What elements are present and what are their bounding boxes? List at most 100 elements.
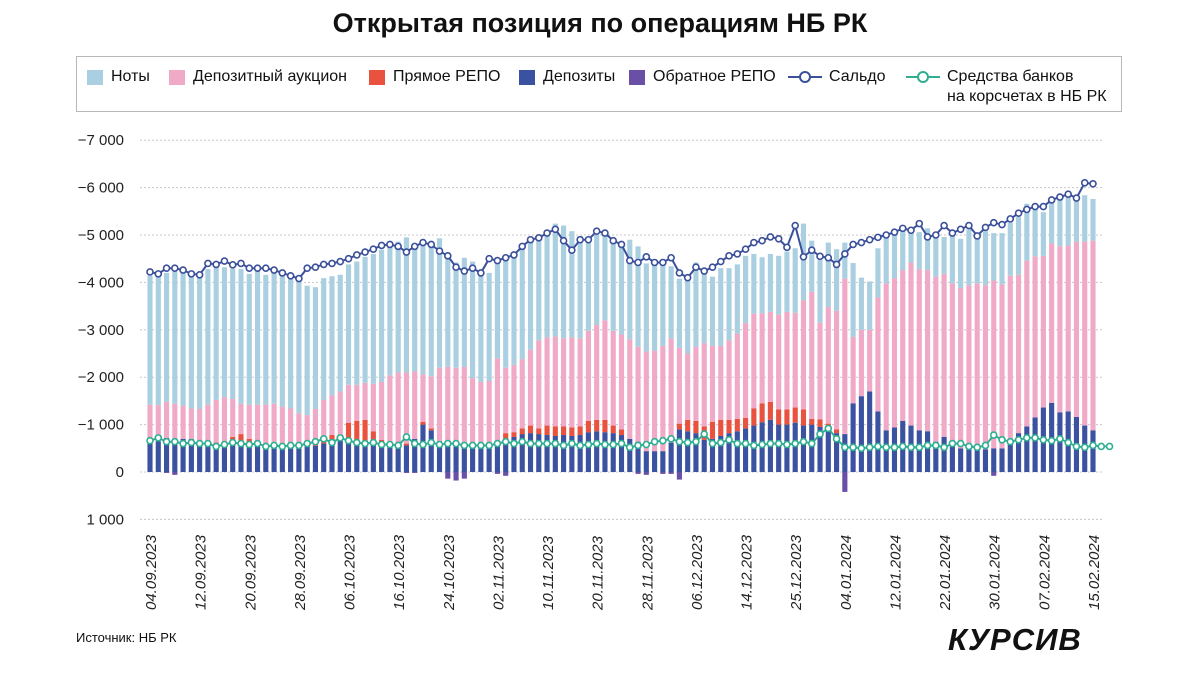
saldo-point — [601, 229, 609, 237]
bar-notes — [585, 241, 591, 331]
saldo-point — [865, 235, 874, 244]
bar-notes — [296, 280, 302, 414]
legend-reverse-repo-label: Обратное РЕПО — [653, 68, 776, 85]
reserves-point — [419, 440, 427, 449]
bar-deposits — [718, 435, 724, 472]
reserves-point — [650, 437, 659, 446]
bar-notes — [345, 264, 352, 385]
reserves-point — [816, 430, 824, 438]
reserves-point — [460, 441, 469, 450]
bar-deposits — [345, 440, 352, 472]
reserves-point — [270, 441, 278, 450]
bar-notes — [676, 278, 682, 348]
reserves-point — [998, 435, 1006, 444]
x-tick-label: 04.01.2024 — [838, 535, 855, 610]
y-tick-label: −1 000 — [78, 417, 124, 434]
bar-notes — [527, 239, 534, 350]
reserves-point — [584, 440, 593, 449]
bar-auction — [569, 337, 575, 428]
bar-notes — [718, 268, 724, 346]
bar-deposits — [1015, 433, 1022, 472]
saldo-point — [692, 263, 700, 272]
bar-repo — [511, 432, 517, 437]
x-tick-label: 28.11.2023 — [639, 535, 656, 611]
bar-auction — [180, 405, 186, 439]
bar-auction — [817, 322, 823, 420]
x-tick-label: 22.01.2024 — [937, 535, 954, 611]
reserves-point — [386, 440, 394, 449]
reserves-point — [1006, 437, 1015, 446]
bar-repo — [709, 421, 716, 439]
bar-auction — [916, 269, 922, 431]
bar-repo — [809, 418, 815, 425]
bar-notes — [470, 261, 476, 379]
bar-auction — [312, 408, 319, 443]
reserves-point — [220, 440, 229, 449]
bar-deposits — [205, 443, 211, 472]
bar-auction — [296, 413, 302, 444]
bar-reverse_repo — [842, 472, 848, 492]
reserves-point — [1064, 438, 1072, 447]
bar-auction — [486, 380, 492, 444]
reserves-point — [435, 440, 444, 449]
bar-notes — [395, 241, 401, 373]
legend-repo-swatch — [369, 70, 385, 85]
saldo-point — [319, 260, 328, 269]
reserves-point — [857, 444, 866, 453]
reserves-point — [195, 439, 204, 448]
saldo-point — [857, 238, 866, 247]
reserves-point — [940, 443, 948, 452]
saldo-point — [336, 257, 345, 266]
bar-auction — [221, 397, 228, 444]
saldo-point — [989, 218, 998, 227]
saldo-point — [377, 241, 386, 250]
bar-repo — [743, 417, 749, 429]
bar-auction — [602, 320, 608, 420]
bar-auction — [991, 280, 997, 449]
bar-auction — [933, 276, 939, 442]
x-tick-label: 12.01.2024 — [887, 535, 904, 610]
saldo-point — [1072, 194, 1081, 202]
bar-deposits — [643, 451, 649, 472]
saldo-point — [526, 235, 535, 244]
bar-auction — [403, 372, 409, 444]
bar-auction — [412, 371, 418, 439]
bar-auction — [875, 297, 881, 412]
bar-notes — [643, 263, 649, 352]
bar-notes — [147, 275, 153, 405]
x-tick-label: 20.09.2023 — [242, 534, 259, 611]
bar-repo — [536, 428, 542, 435]
bar-auction — [767, 311, 773, 402]
saldo-point — [956, 225, 965, 234]
bar-notes — [966, 229, 972, 286]
bar-deposits — [701, 439, 707, 472]
bar-deposits — [933, 441, 939, 472]
saldo-point — [1031, 202, 1039, 211]
bar-reverse_repo — [643, 472, 649, 475]
reserves-point — [319, 435, 328, 443]
saldo-point — [791, 221, 800, 230]
bar-notes — [627, 239, 633, 340]
bar-repo — [354, 420, 360, 443]
saldo-point — [807, 246, 816, 254]
reserves-point — [526, 439, 535, 448]
saldo-point — [932, 231, 940, 239]
bar-auction — [494, 358, 500, 442]
saldo-point — [816, 252, 824, 261]
bar-auction — [743, 323, 749, 418]
bar-auction — [577, 338, 583, 427]
bar-notes — [709, 276, 716, 346]
bar-auction — [759, 313, 765, 404]
bar-notes — [511, 254, 517, 365]
bar-auction — [974, 283, 980, 450]
bar-auction — [1057, 246, 1063, 413]
bar-repo — [685, 419, 691, 432]
reserves-point — [824, 424, 833, 433]
saldo-point — [683, 273, 692, 282]
saldo-point — [998, 220, 1006, 229]
bar-auction — [345, 384, 352, 423]
bar-auction — [1015, 274, 1022, 434]
bar-auction — [188, 408, 194, 439]
bar-notes — [321, 278, 327, 400]
legend-reverse-repo-swatch — [629, 70, 645, 85]
